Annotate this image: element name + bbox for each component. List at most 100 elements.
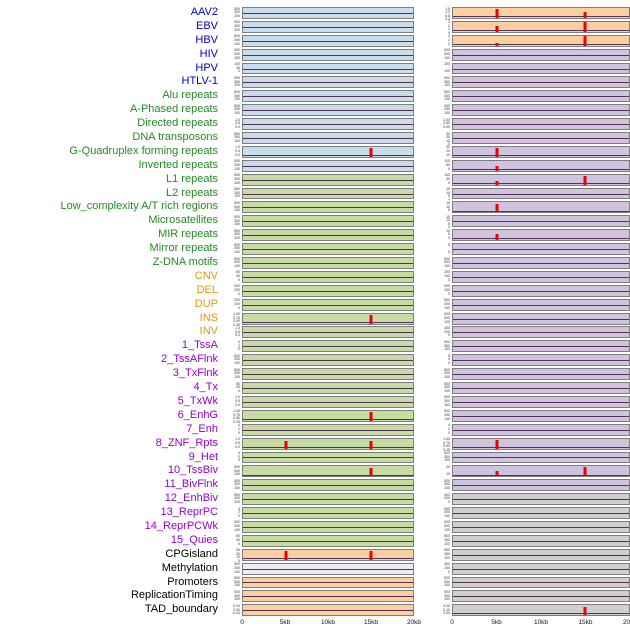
data-line xyxy=(453,568,629,570)
track-row: L2 repeats 500 300 100 15 10 5 0 xyxy=(0,187,630,201)
y-axis-ticks: 1.0 0.5 0.0 xyxy=(222,437,242,451)
y-axis-tick: 300 xyxy=(234,579,240,584)
y-axis-tick: 0 xyxy=(238,541,240,546)
y-axis-tick: 5 xyxy=(448,208,450,213)
data-line xyxy=(243,124,413,126)
track-panel-right xyxy=(452,493,630,506)
y-axis-ticks: 100 50 0 xyxy=(414,173,452,187)
y-axis-ticks: 1.0 0.5 0.0 xyxy=(222,117,242,131)
spike-marker xyxy=(495,204,499,213)
y-axis-tick: 100 xyxy=(234,111,240,116)
track-row: 14_ReprPCWk 500 300 100 500 300 100 xyxy=(0,520,630,534)
y-axis-tick: 0.5 xyxy=(235,329,240,334)
track-panel-left xyxy=(242,562,414,575)
track-panel-left xyxy=(242,284,414,297)
y-axis-tick: 300 xyxy=(234,371,240,376)
row-label: 12_EnhBiv xyxy=(164,492,218,505)
spike-marker xyxy=(369,412,372,421)
data-line xyxy=(453,360,629,362)
track-panel-right xyxy=(452,312,630,325)
y-axis-tick: 2 xyxy=(238,343,240,348)
track-row: 6_EnhG 1.00 0.75 0.50 0.25 500 300 100 xyxy=(0,409,630,423)
row-label: 5_TxWk xyxy=(177,394,218,407)
x-axis-tick-label: 0 xyxy=(450,619,454,627)
y-axis-tick: 10 xyxy=(446,190,450,195)
row-label: G-Quadruplex forming repeats xyxy=(69,144,218,157)
y-axis-tick: 500 xyxy=(444,256,450,261)
row-label: Promoters xyxy=(167,575,218,588)
track-row: DNA transposons 500 300 100 30 20 10 0 xyxy=(0,131,630,145)
y-axis-tick: 100 xyxy=(444,263,450,268)
track-panel-left xyxy=(242,201,414,214)
spike-marker xyxy=(369,440,372,449)
track-panel-right xyxy=(452,562,630,575)
data-line xyxy=(243,26,413,28)
row-label: 1_TssA xyxy=(181,339,218,352)
y-axis-tick: 0.75 xyxy=(233,412,240,417)
track-panel-left xyxy=(242,215,414,228)
track-row: CNV 80 40 0 300 100 0 xyxy=(0,270,630,284)
row-label: Alu repeats xyxy=(162,89,218,102)
y-axis-tick: 1.00 xyxy=(233,312,240,317)
y-axis-ticks: 500 300 100 xyxy=(222,159,242,173)
data-line xyxy=(453,249,629,251)
track-panel-right xyxy=(452,118,630,131)
row-label: 4_Tx xyxy=(193,381,218,394)
y-axis-ticks: 400 200 0 xyxy=(414,562,452,576)
track-row: L1 repeats 500 300 100 100 50 0 xyxy=(0,173,630,187)
y-axis-tick: 500 xyxy=(444,312,450,317)
spike-marker xyxy=(284,550,287,560)
y-axis-tick: 100 xyxy=(444,375,450,380)
y-axis-tick: 100 xyxy=(234,250,240,255)
spike-marker xyxy=(495,166,499,171)
spike-marker xyxy=(583,606,587,616)
y-axis-tick: 0.50 xyxy=(233,319,240,324)
data-line xyxy=(243,40,413,42)
track-panel-left xyxy=(242,479,414,492)
y-axis-tick: 100 xyxy=(444,159,450,164)
y-axis-tick: 0 xyxy=(448,142,450,145)
y-axis-tick: 0.50 xyxy=(233,416,240,421)
y-axis-tick: 0 xyxy=(448,236,450,241)
data-line xyxy=(243,276,413,278)
row-label: 6_EnhG xyxy=(177,408,218,421)
data-line xyxy=(453,290,629,292)
y-axis-tick: 300 xyxy=(234,93,240,98)
spike-marker xyxy=(495,147,499,157)
y-axis-ticks: 500 300 100 xyxy=(222,48,242,62)
data-line xyxy=(453,30,629,31)
y-axis-tick: 0 xyxy=(448,430,450,435)
row-label: HBV xyxy=(195,33,218,46)
x-axis-tick-label: 0 xyxy=(240,619,244,627)
track-panel-left xyxy=(242,368,414,381)
track-panel-left xyxy=(242,62,414,75)
y-axis-tick: 300 xyxy=(234,593,240,598)
y-axis-tick: 300 xyxy=(234,260,240,265)
y-axis-tick: 500 xyxy=(444,298,450,303)
y-axis-ticks: 1.00 0.75 0.50 0.25 xyxy=(222,409,242,423)
y-axis-tick: 500 xyxy=(444,548,450,553)
y-axis-tick: 500 xyxy=(234,75,240,80)
data-line xyxy=(453,82,629,84)
track-row: G-Quadruplex forming repeats 1.0 0.5 0.0 30 2… xyxy=(0,145,630,159)
y-axis-ticks: 100 40 0 xyxy=(222,62,242,76)
spike-marker xyxy=(369,551,372,560)
data-line xyxy=(453,210,629,212)
x-axis-left: 0 5kb 10kb 15kb 20kb xyxy=(240,617,421,630)
y-axis-tick: 500 xyxy=(444,75,450,80)
y-axis-tick: 15 xyxy=(446,200,450,205)
track-panel-left xyxy=(242,507,414,519)
track-row: MIR repeats 500 300 100 10 5 0 xyxy=(0,228,630,242)
y-axis-tick: 500 xyxy=(234,20,240,25)
y-axis-tick: 0 xyxy=(448,180,450,185)
track-panel-right xyxy=(452,34,630,47)
row-label: INS xyxy=(199,311,218,324)
y-axis-ticks: 500 300 100 xyxy=(414,589,452,603)
x-axis-tick-label: 5kb xyxy=(491,619,502,627)
spike-marker xyxy=(495,440,499,449)
row-label: 13_ReprPC xyxy=(160,506,218,519)
y-axis-ticks: 500 300 100 xyxy=(222,187,242,201)
y-axis-ticks: 500 300 100 xyxy=(414,548,452,562)
